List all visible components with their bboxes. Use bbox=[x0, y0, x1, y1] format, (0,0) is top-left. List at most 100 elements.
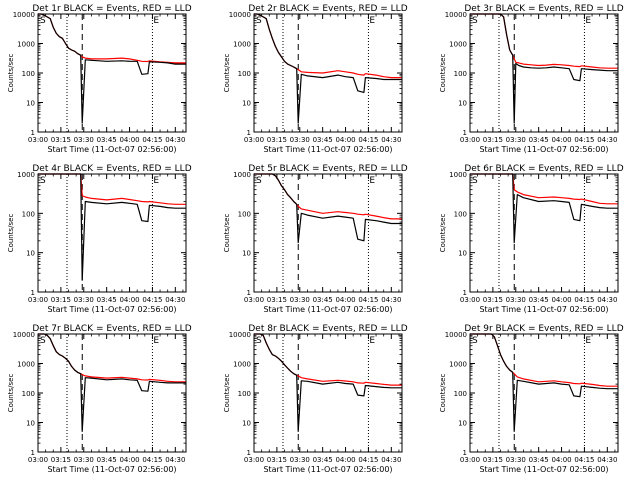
x-tick-label: 03:30 bbox=[506, 296, 526, 304]
chart-panel-3: Det 3r BLACK = Events, RED = LLD Counts/s… bbox=[439, 4, 624, 154]
chart-panel-7: Det 7r BLACK = Events, RED = LLD Counts/s… bbox=[7, 324, 192, 474]
chart-title: Det 2r BLACK = Events, RED = LLD bbox=[248, 4, 407, 14]
x-tick-label: 03:45 bbox=[97, 296, 117, 304]
x-tick-label: 04:30 bbox=[381, 456, 401, 464]
x-axis-label: Start Time (11-Oct-07 02:56:00) bbox=[479, 145, 608, 154]
end-marker-label: E bbox=[369, 16, 375, 26]
y-tick-label: 100 bbox=[454, 390, 467, 398]
x-tick-label: 03:15 bbox=[51, 296, 71, 304]
x-tick-label: 04:15 bbox=[358, 456, 378, 464]
y-tick-label: 100 bbox=[22, 390, 35, 398]
x-axis-label: Start Time (11-Oct-07 02:56:00) bbox=[479, 305, 608, 314]
x-tick-label: 03:15 bbox=[483, 136, 503, 144]
x-tick-label: 04:15 bbox=[142, 136, 162, 144]
plot-frame bbox=[37, 333, 187, 453]
y-tick-label: 100 bbox=[22, 70, 35, 78]
plot-frame bbox=[253, 333, 403, 453]
plot-frame bbox=[469, 173, 619, 293]
x-tick-label: 03:45 bbox=[97, 136, 117, 144]
x-tick-label: 04:00 bbox=[119, 296, 139, 304]
x-tick-label: 04:00 bbox=[551, 136, 571, 144]
chart-panel-8: Det 8r BLACK = Events, RED = LLD Counts/s… bbox=[223, 324, 408, 474]
y-tick-label: 10000 bbox=[445, 11, 467, 19]
x-tick-label: 04:00 bbox=[551, 296, 571, 304]
chart-panel-2: Det 2r BLACK = Events, RED = LLD Counts/s… bbox=[223, 4, 408, 154]
end-marker-label: E bbox=[153, 16, 159, 26]
start-marker-label: S bbox=[256, 16, 262, 26]
x-axis-label: Start Time (11-Oct-07 02:56:00) bbox=[263, 465, 392, 474]
y-tick-label: 1000 bbox=[233, 361, 251, 369]
x-tick-label: 03:15 bbox=[267, 136, 287, 144]
x-tick-label: 03:30 bbox=[74, 296, 94, 304]
y-axis-label: Counts/sec bbox=[223, 54, 231, 93]
y-tick-label: 1000 bbox=[233, 171, 251, 179]
x-axis-label: Start Time (11-Oct-07 02:56:00) bbox=[47, 465, 176, 474]
x-axis-label: Start Time (11-Oct-07 02:56:00) bbox=[47, 305, 176, 314]
x-tick-label: 04:15 bbox=[142, 456, 162, 464]
start-marker-label: S bbox=[472, 176, 478, 186]
chart-title: Det 5r BLACK = Events, RED = LLD bbox=[248, 164, 407, 174]
x-tick-label: 03:00 bbox=[460, 296, 480, 304]
x-tick-label: 03:15 bbox=[267, 296, 287, 304]
x-tick-label: 03:45 bbox=[313, 136, 333, 144]
start-marker-label: S bbox=[256, 336, 262, 346]
chart-panel-9: Det 9r BLACK = Events, RED = LLD Counts/s… bbox=[439, 324, 624, 474]
x-tick-label: 03:30 bbox=[506, 136, 526, 144]
y-tick-label: 100 bbox=[238, 210, 251, 218]
x-tick-label: 03:30 bbox=[290, 296, 310, 304]
y-axis-label: Counts/sec bbox=[223, 374, 231, 413]
x-tick-label: 03:45 bbox=[313, 456, 333, 464]
plot-frame bbox=[469, 13, 619, 133]
y-tick-label: 10 bbox=[26, 100, 35, 108]
y-tick-label: 1000 bbox=[17, 361, 35, 369]
x-tick-label: 04:00 bbox=[335, 456, 355, 464]
x-tick-label: 04:00 bbox=[335, 136, 355, 144]
x-tick-label: 04:30 bbox=[165, 296, 185, 304]
series-line-lld bbox=[254, 333, 402, 386]
series-line-lld bbox=[470, 173, 618, 205]
end-marker-label: E bbox=[153, 176, 159, 186]
y-tick-label: 1000 bbox=[17, 41, 35, 49]
end-marker-label: E bbox=[369, 336, 375, 346]
chart-title: Det 3r BLACK = Events, RED = LLD bbox=[464, 4, 623, 14]
y-tick-label: 1 bbox=[463, 449, 467, 457]
x-tick-label: 04:00 bbox=[119, 136, 139, 144]
y-tick-label: 1 bbox=[247, 129, 251, 137]
y-tick-label: 100 bbox=[454, 210, 467, 218]
x-tick-label: 03:15 bbox=[483, 456, 503, 464]
x-tick-label: 03:15 bbox=[483, 296, 503, 304]
x-axis-label: Start Time (11-Oct-07 02:56:00) bbox=[47, 145, 176, 154]
end-marker-label: E bbox=[369, 176, 375, 186]
y-tick-label: 1 bbox=[463, 129, 467, 137]
x-tick-label: 04:30 bbox=[165, 456, 185, 464]
y-tick-label: 1 bbox=[463, 289, 467, 297]
y-tick-label: 1000 bbox=[17, 171, 35, 179]
x-tick-label: 04:15 bbox=[574, 296, 594, 304]
series-line-events bbox=[38, 333, 186, 432]
series-line-events bbox=[254, 333, 402, 432]
series-line-lld bbox=[254, 173, 402, 220]
y-tick-label: 10 bbox=[26, 250, 35, 258]
y-tick-label: 10000 bbox=[13, 331, 35, 339]
end-marker-label: E bbox=[153, 336, 159, 346]
y-tick-label: 10000 bbox=[445, 331, 467, 339]
y-tick-label: 10000 bbox=[13, 11, 35, 19]
x-tick-label: 03:30 bbox=[290, 136, 310, 144]
x-tick-label: 03:30 bbox=[290, 456, 310, 464]
chart-panel-1: Det 1r BLACK = Events, RED = LLD Counts/s… bbox=[7, 4, 192, 154]
start-marker-label: S bbox=[472, 16, 478, 26]
y-tick-label: 10000 bbox=[229, 11, 251, 19]
series-line-events bbox=[470, 13, 618, 124]
end-marker-label: E bbox=[585, 16, 591, 26]
y-tick-label: 100 bbox=[238, 390, 251, 398]
x-tick-label: 03:00 bbox=[460, 136, 480, 144]
plot-frame bbox=[37, 13, 187, 133]
x-tick-label: 03:15 bbox=[267, 456, 287, 464]
x-tick-label: 04:15 bbox=[358, 296, 378, 304]
x-tick-label: 04:30 bbox=[597, 456, 617, 464]
x-tick-label: 03:30 bbox=[74, 456, 94, 464]
x-tick-label: 03:45 bbox=[529, 456, 549, 464]
series-line-events bbox=[470, 173, 618, 244]
y-tick-label: 1000 bbox=[449, 41, 467, 49]
